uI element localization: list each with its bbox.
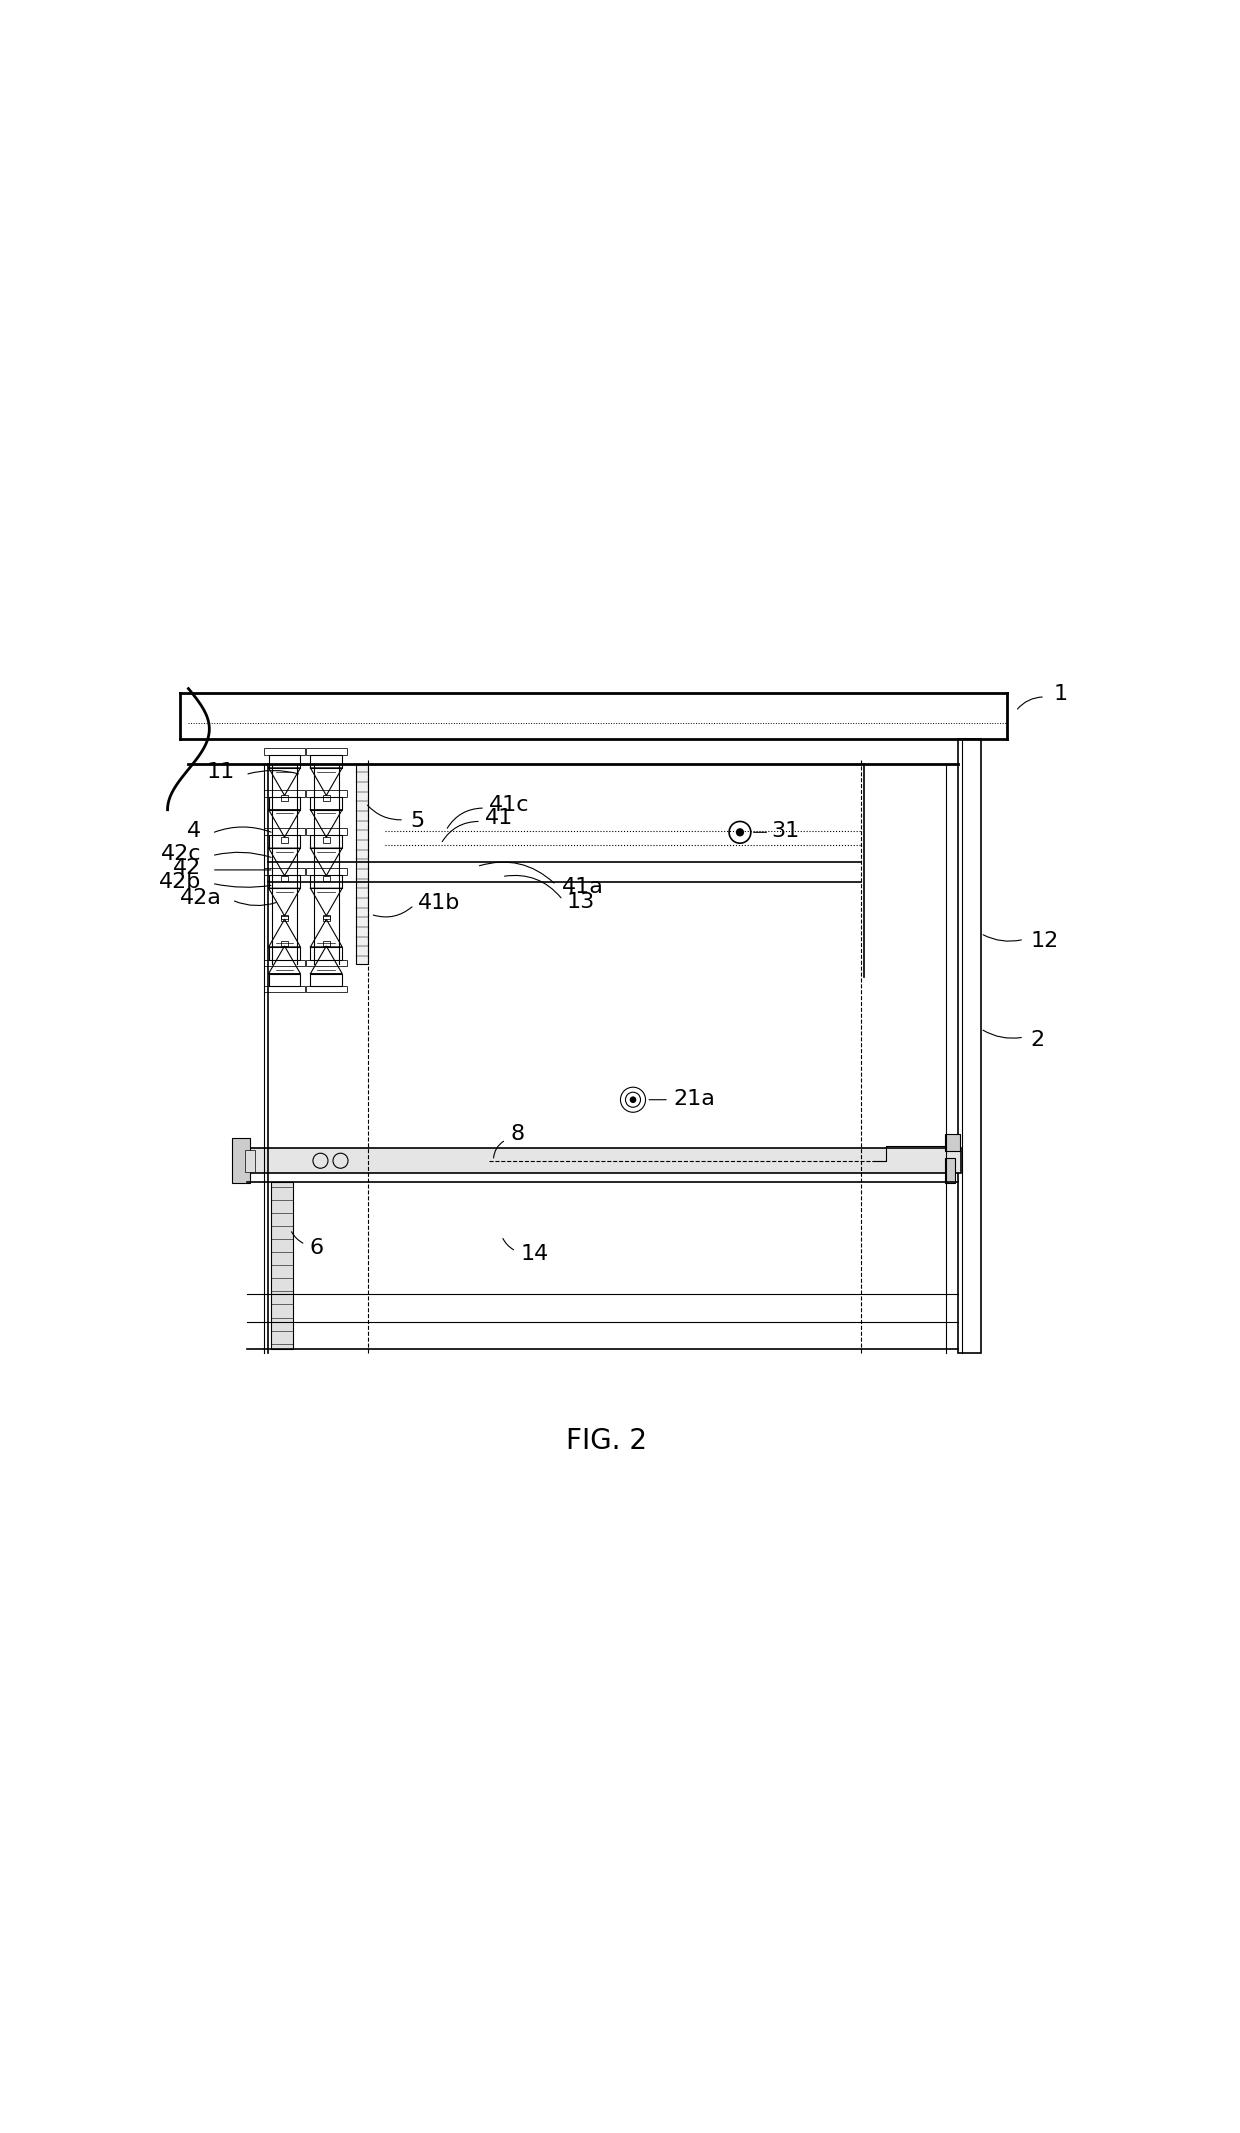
Bar [264, 985, 305, 992]
Bar [264, 868, 305, 875]
Bar [281, 915, 288, 919]
Bar [310, 836, 342, 849]
Text: 41b: 41b [418, 894, 460, 913]
Bar [269, 973, 300, 985]
Bar [322, 915, 330, 921]
Circle shape [630, 1096, 636, 1103]
Bar [310, 755, 342, 768]
Bar [322, 915, 330, 919]
Bar [247, 1148, 961, 1173]
Text: 13: 13 [567, 892, 594, 911]
Bar [232, 1139, 250, 1184]
Bar [322, 877, 330, 881]
Text: 14: 14 [521, 1244, 548, 1265]
Bar [310, 947, 342, 960]
Text: 42: 42 [172, 857, 201, 879]
Bar [264, 789, 305, 798]
Text: 8: 8 [510, 1124, 525, 1143]
Bar [306, 749, 347, 755]
Text: 4: 4 [187, 821, 201, 843]
Bar [945, 1158, 955, 1184]
Bar [306, 828, 347, 836]
Bar [246, 1150, 255, 1171]
Bar [310, 973, 342, 985]
Text: 21a: 21a [673, 1088, 715, 1109]
Bar [269, 875, 300, 887]
Text: 41c: 41c [490, 796, 529, 815]
Text: FIG. 2: FIG. 2 [565, 1427, 647, 1455]
Bar [269, 755, 300, 768]
Bar [310, 798, 342, 811]
Bar [269, 798, 300, 811]
Bar [281, 941, 288, 947]
Bar [264, 960, 305, 966]
Circle shape [735, 828, 744, 836]
Bar [264, 749, 305, 755]
Text: 11: 11 [206, 761, 234, 783]
Bar [306, 789, 347, 798]
Text: 31: 31 [771, 821, 800, 840]
Text: 41: 41 [485, 808, 513, 828]
Bar [269, 836, 300, 849]
Bar [264, 828, 305, 836]
Text: 1: 1 [1053, 685, 1068, 704]
Bar [322, 796, 330, 802]
Bar [281, 915, 288, 921]
Bar [281, 796, 288, 802]
Text: 42b: 42b [159, 872, 201, 892]
Bar [272, 1182, 293, 1348]
Bar [306, 960, 347, 966]
Text: 42c: 42c [160, 845, 201, 864]
Bar [306, 985, 347, 992]
Text: 41a: 41a [562, 877, 604, 896]
Bar [959, 738, 982, 1352]
Text: 5: 5 [410, 811, 424, 832]
Text: 12: 12 [1030, 930, 1059, 951]
Bar [306, 868, 347, 875]
Text: 2: 2 [1030, 1030, 1045, 1049]
Bar [310, 875, 342, 887]
Text: 42a: 42a [180, 887, 222, 909]
Bar [945, 1135, 960, 1150]
Bar [281, 877, 288, 881]
Bar [356, 764, 368, 964]
Bar [322, 941, 330, 947]
Bar [269, 947, 300, 960]
Bar [281, 838, 288, 843]
Text: 6: 6 [310, 1237, 324, 1258]
Bar [322, 838, 330, 843]
